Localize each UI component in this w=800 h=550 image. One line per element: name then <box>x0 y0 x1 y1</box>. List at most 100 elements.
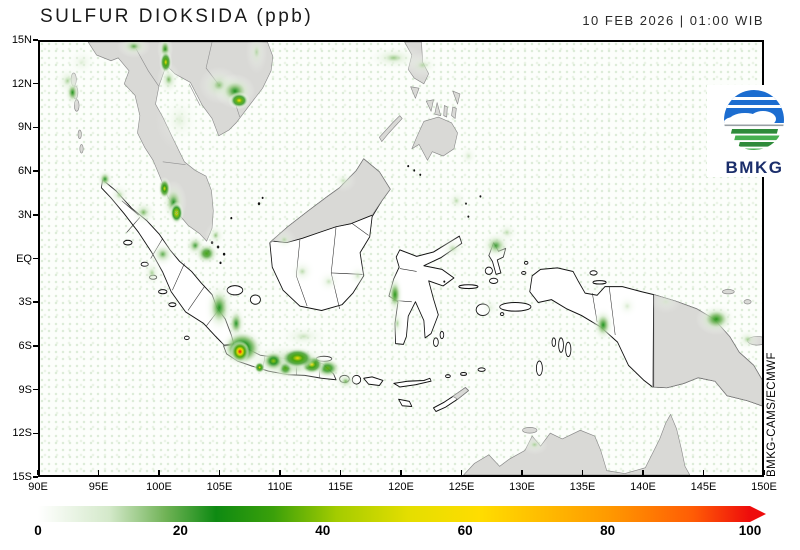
lon-tick-mark <box>218 470 221 475</box>
lat-tick-mark <box>33 257 38 260</box>
so2-plume <box>175 210 179 215</box>
lon-tick-label: 140E <box>630 481 656 493</box>
so2-plume <box>245 42 268 74</box>
so2-plume <box>278 346 317 370</box>
lat-tick-mark <box>33 432 38 435</box>
lat-tick-mark <box>33 170 38 172</box>
colorbar-tick-label: 100 <box>738 523 762 538</box>
so2-plume <box>148 239 178 269</box>
page-title: SULFUR DIOKSIDA (ppb) <box>40 6 314 27</box>
so2-plumes <box>53 42 762 455</box>
lon-tick-label: 145E <box>690 481 717 493</box>
timestamp: 10 FEB 2026 | 01:00 WIB <box>582 13 764 28</box>
colorbar-tick-label: 60 <box>457 523 473 538</box>
bmkg-logo: BMKG <box>707 85 800 177</box>
lat-tick-label: 15N <box>11 34 32 46</box>
colorbar-tick-label: 40 <box>315 523 331 538</box>
lat-tick-mark <box>33 214 38 216</box>
lat-tick-label: 9S <box>18 383 32 396</box>
lat-tick-label: 3S <box>18 296 32 309</box>
so2-plume <box>193 241 220 266</box>
lat-tick-label: 15S <box>12 471 32 483</box>
lat-tick-mark <box>33 476 38 478</box>
lon-tick-mark <box>339 470 342 475</box>
so2-plume <box>385 272 405 317</box>
lon-tick-mark <box>400 470 402 475</box>
colorbar-tick-label: 20 <box>172 523 188 538</box>
lat-tick-mark <box>33 301 38 303</box>
lat-tick-label: EQ <box>16 252 32 265</box>
so2-plume <box>437 233 469 263</box>
lon-tick-mark <box>521 470 523 475</box>
lon-tick-mark <box>97 470 100 475</box>
so2-plume <box>272 228 297 252</box>
lon-tick-label: 90E <box>28 481 48 493</box>
data-source-credit: BMKG-CAMS/ECMWF <box>766 351 778 477</box>
so2-plume <box>253 360 266 374</box>
lon-tick-label: 110E <box>267 481 293 493</box>
so2-plume <box>159 49 173 75</box>
lon-tick-label: 100E <box>146 481 172 493</box>
so2-plume <box>650 290 682 314</box>
lon-tick-label: 95E <box>88 481 109 493</box>
so2-plume <box>95 168 115 190</box>
lon-tick-label: 150E <box>751 481 777 493</box>
so2-plume <box>476 294 504 321</box>
lon-tick-label: 115E <box>328 481 353 493</box>
colorbar-tick-label: 80 <box>600 523 616 538</box>
so2-plume <box>330 169 357 193</box>
lat-tick-mark <box>33 388 38 391</box>
so2-plume <box>203 280 235 335</box>
colorbar-arrow <box>750 506 766 522</box>
lat-tick-mark <box>33 39 38 41</box>
lat-tick-label: 6N <box>17 165 32 178</box>
lon-tick-label: 120E <box>388 481 414 493</box>
lat-tick-label: 3N <box>17 208 32 221</box>
so2-plume <box>695 303 737 335</box>
so2-plume <box>228 91 250 110</box>
lon-tick-mark <box>37 470 39 475</box>
lat-tick-mark <box>33 82 38 85</box>
foreign-territory-overlays <box>269 158 762 407</box>
so2-plume <box>64 78 81 107</box>
lat-tick-label: 12N <box>11 77 32 90</box>
so2-plume <box>117 42 151 58</box>
lat-tick-label: 12S <box>12 427 32 440</box>
lon-tick-mark <box>763 470 765 475</box>
so2-plume <box>346 262 369 289</box>
lat-tick-mark <box>33 126 38 129</box>
lon-tick-mark <box>279 470 281 475</box>
colorbar-tick-label: 0 <box>34 523 42 538</box>
so2-plume <box>106 180 133 210</box>
so2-plume <box>129 197 158 227</box>
so2-plume <box>479 229 513 262</box>
lat-tick-label: 9N <box>17 121 32 134</box>
so2-plume <box>155 88 204 152</box>
so2-plume <box>591 306 616 344</box>
lon-tick-label: 125E <box>448 481 475 493</box>
lon-tick-mark <box>158 470 160 475</box>
colorbar <box>38 506 750 522</box>
lon-tick-mark <box>642 470 644 475</box>
map-canvas <box>53 42 762 475</box>
so2-plume <box>157 176 172 201</box>
lon-tick-mark <box>460 470 463 475</box>
so2-plume <box>362 43 426 73</box>
so2-plume <box>230 340 250 363</box>
bmkg-logo-text: BMKG <box>725 158 784 177</box>
lon-tick-mark <box>702 470 705 475</box>
lon-tick-label: 130E <box>509 481 535 493</box>
so2-plume <box>457 143 480 170</box>
so2-plume <box>733 326 762 353</box>
bmkg-logo-emblem <box>724 90 784 150</box>
lat-tick-label: 6S <box>18 339 32 352</box>
lon-tick-mark <box>581 470 584 475</box>
lon-tick-label: 135E <box>569 481 596 493</box>
map-area: BMKG <box>38 40 800 477</box>
so2-plume <box>521 434 548 455</box>
so2-plume <box>287 257 317 286</box>
so2-plume <box>315 268 343 295</box>
lat-tick-mark <box>33 345 38 347</box>
so2-plume <box>615 293 640 320</box>
